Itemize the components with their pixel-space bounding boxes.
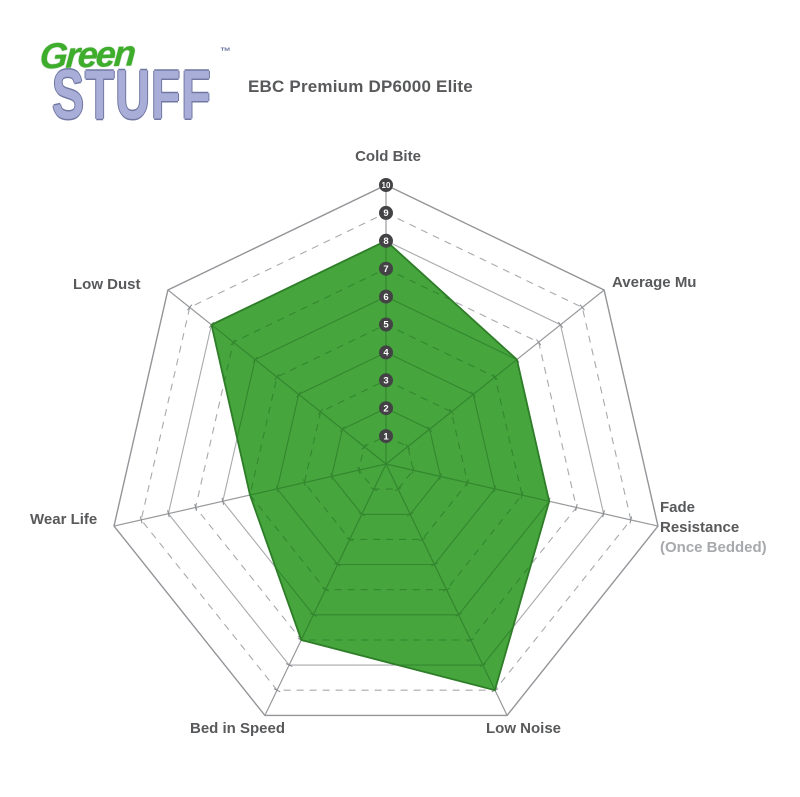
axis-tick [285,663,293,668]
axis-tick [557,321,564,328]
axis-tick [406,512,414,517]
axis-tick [296,391,302,398]
axis-tick [448,408,454,415]
scale-marker-circle [379,233,393,248]
axis-tick [221,497,225,505]
axis-tick [252,356,258,363]
axis-label: Resistance [660,519,739,536]
scale-marker-label: 6 [383,292,388,303]
axis-tick [602,510,605,518]
axis-tick [194,503,197,512]
axis-tick [470,391,476,398]
grid-ring [249,323,523,591]
logo-word-green: Green [38,32,136,77]
grid-ring [276,351,496,566]
axis-sublabel: (Once Bedded) [660,539,767,556]
scale-marker-label: 1 [383,431,389,442]
scale-marker-label: 9 [383,208,388,219]
axis-tick [339,426,345,433]
axis-tick [466,479,469,487]
logo-word-stuff: STUFF [52,57,212,135]
scale-marker-circle [379,345,393,360]
scale-marker-circle [379,205,393,220]
axis-label: Wear Life [30,511,97,528]
axis-tick [579,304,585,311]
grid-ring [358,435,414,490]
axis-tick [361,443,367,450]
axis-tick [629,516,633,524]
axis-tick [273,688,281,693]
axis-tick [330,472,333,480]
axis-tick [139,516,143,524]
axis-label: Bed in Speed [190,720,285,737]
axis-tick [394,487,402,492]
axis-tick [427,426,433,433]
axis-tick [492,373,498,381]
axis-tick [411,466,415,474]
axis-tick [479,663,487,668]
scale-marker-label: 10 [382,181,391,190]
axis-tick [274,373,280,381]
grid-ring [303,379,469,540]
axis-tick [318,408,324,415]
axis-tick [346,537,354,542]
scale-marker-label: 3 [383,376,388,387]
axis-tick [230,339,236,346]
axis-tick [334,562,341,567]
trademark-symbol: ™ [220,46,231,58]
axis-labels: Cold Bite Average Mu Fade Resistance (Once B… [30,148,767,737]
axis-tick [309,612,317,617]
scale-marker-label: 7 [383,264,388,275]
chart-title: EBC Premium DP6000 Elite [248,77,473,96]
scale-marker-label: 2 [383,403,388,414]
scale-marker-label: 8 [383,236,388,247]
scale-marker-circle [379,178,393,192]
axis-tick [358,512,366,517]
axis-tick [443,587,450,592]
axis-tick [303,479,306,487]
axis-label: Low Noise [486,720,561,737]
axis-tick [275,485,279,493]
greenstuff-logo: Green STUFF ™ [36,30,231,145]
data-polygon-edge [210,239,551,692]
axis-tick [467,637,475,642]
grid-ring [331,407,441,515]
axis-label: Low Dust [73,276,141,293]
grid-ring [167,240,605,666]
axis-label: Cold Bite [355,148,421,165]
axis-tick [405,443,411,450]
axis-tick [357,466,361,474]
scale-markers: 1 2 3 4 5 6 7 8 9 10 [379,178,393,444]
axis-tick [536,339,542,346]
scale-marker-circle [379,401,393,416]
scale-marker-label: 5 [383,320,389,331]
axis-tick [520,491,524,499]
axis-label: Average Mu [612,274,696,291]
axis-tick [187,304,193,311]
axis-tick [418,537,426,542]
grid-ring [113,184,659,717]
scale-marker-circle [379,429,393,444]
axis-tick [455,612,463,617]
scale-marker-circle [379,373,393,388]
scale-marker-circle [379,289,393,304]
axis-label: Fade [660,499,695,516]
axis-tick [439,472,442,480]
axis-tick [370,487,378,492]
scale-marker-circle [379,317,393,332]
axis-tick [322,587,329,592]
axis-tick [167,510,170,518]
axis-tick [575,503,578,512]
axis-tick [431,562,438,567]
scale-marker-label: 4 [383,348,389,359]
scale-marker-circle [379,261,393,276]
axis-tick [493,485,497,493]
